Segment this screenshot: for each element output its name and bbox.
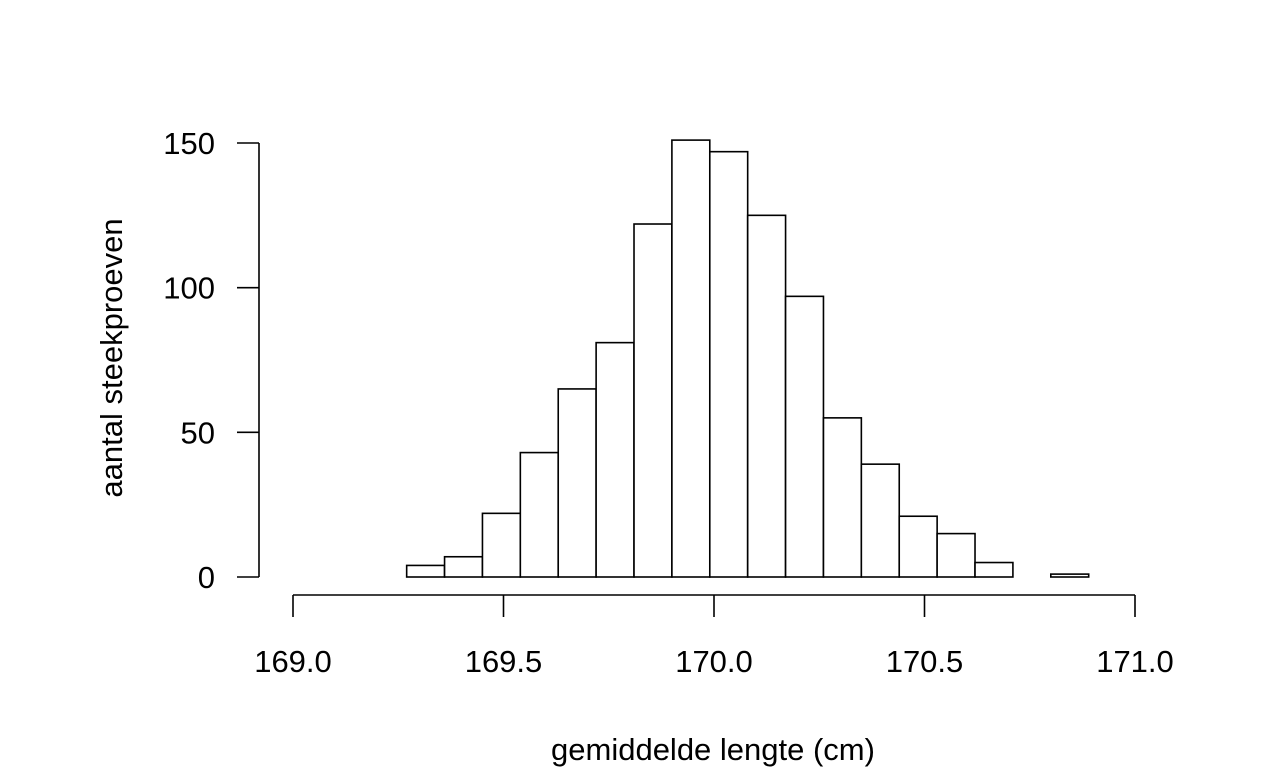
y-axis-title: aantal steekproeven bbox=[94, 218, 129, 497]
y-tick-label: 150 bbox=[163, 126, 215, 161]
x-tick-label: 170.5 bbox=[886, 644, 964, 679]
y-tick-label: 0 bbox=[198, 560, 215, 595]
histogram-bar bbox=[595, 341, 635, 578]
histogram-bar bbox=[708, 150, 749, 578]
x-tick-label: 171.0 bbox=[1096, 644, 1174, 679]
histogram-bar bbox=[1050, 573, 1090, 578]
x-axis: 169.0 169.5 170.0 170.5 171.0 bbox=[254, 594, 1174, 679]
histogram-bar bbox=[405, 564, 446, 578]
histogram-bar bbox=[481, 512, 522, 578]
x-tick-label: 169.5 bbox=[465, 644, 543, 679]
histogram-bar bbox=[822, 417, 863, 578]
x-axis-title: gemiddelde lengte (cm) bbox=[551, 732, 875, 767]
histogram-bar bbox=[860, 463, 901, 578]
histogram-bar bbox=[974, 561, 1014, 578]
histogram-bar bbox=[784, 295, 825, 578]
histogram-bar bbox=[898, 515, 938, 578]
x-tick-label: 170.0 bbox=[675, 644, 753, 679]
y-axis: 0 50 100 150 bbox=[163, 126, 260, 595]
histogram-bar bbox=[633, 223, 673, 578]
x-tick-label: 169.0 bbox=[254, 644, 332, 679]
histogram-bar bbox=[936, 532, 976, 578]
y-tick-label: 50 bbox=[181, 415, 215, 450]
y-tick-label: 100 bbox=[163, 271, 215, 306]
histogram-bar bbox=[557, 388, 597, 578]
histogram-bars bbox=[405, 139, 1090, 578]
histogram-bar bbox=[746, 214, 787, 578]
histogram-bar bbox=[519, 451, 560, 578]
histogram-bar bbox=[671, 139, 711, 578]
histogram-bar bbox=[443, 555, 484, 578]
